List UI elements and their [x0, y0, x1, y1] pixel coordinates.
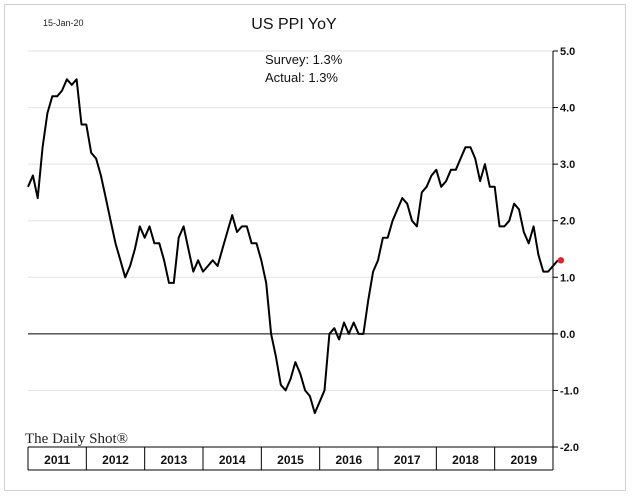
chart-date: 15-Jan-20 — [43, 18, 84, 28]
y-tick-label: 5.0 — [560, 46, 575, 58]
x-tick-label: 2015 — [277, 453, 304, 467]
x-tick-label: 2016 — [335, 453, 362, 467]
annotation-actual: Actual: 1.3% — [265, 70, 338, 85]
y-tick-label: 3.0 — [560, 159, 575, 171]
y-tick-label: -1.0 — [560, 385, 579, 397]
y-tick-label: 1.0 — [560, 272, 575, 284]
chart-title: US PPI YoY — [251, 16, 337, 33]
grid-layer — [28, 50, 553, 448]
y-tick-label: 4.0 — [560, 103, 575, 115]
latest-value-marker — [557, 257, 565, 264]
annotation-survey: Survey: 1.3% — [265, 52, 343, 67]
axis-layer: 5.0 4.0 3.0 2.0 1.0 0.0 -1.0 -2.0 2011 2012 2013 20… — [27, 46, 579, 471]
x-tick-label: 2017 — [394, 453, 421, 467]
x-tick-label: 2012 — [102, 453, 129, 467]
x-tick-label: 2013 — [160, 453, 187, 467]
series-layer — [27, 78, 565, 415]
x-tick-label: 2014 — [219, 453, 246, 467]
chart-svg: 15-Jan-20 US PPI YoY Survey: 1.3% Actual… — [25, 16, 579, 471]
y-tick-label: 0.0 — [560, 329, 575, 341]
series-line-ppi-yoy — [27, 78, 559, 415]
y-tick-label: 2.0 — [560, 216, 575, 228]
source-brand: The Daily Shot® — [25, 431, 128, 447]
x-tick-label: 2011 — [44, 453, 70, 467]
x-tick-label: 2019 — [510, 453, 537, 467]
y-tick-label: -2.0 — [560, 442, 579, 454]
chart-frame: 15-Jan-20 US PPI YoY Survey: 1.3% Actual… — [4, 4, 626, 491]
x-tick-label: 2018 — [452, 453, 479, 467]
